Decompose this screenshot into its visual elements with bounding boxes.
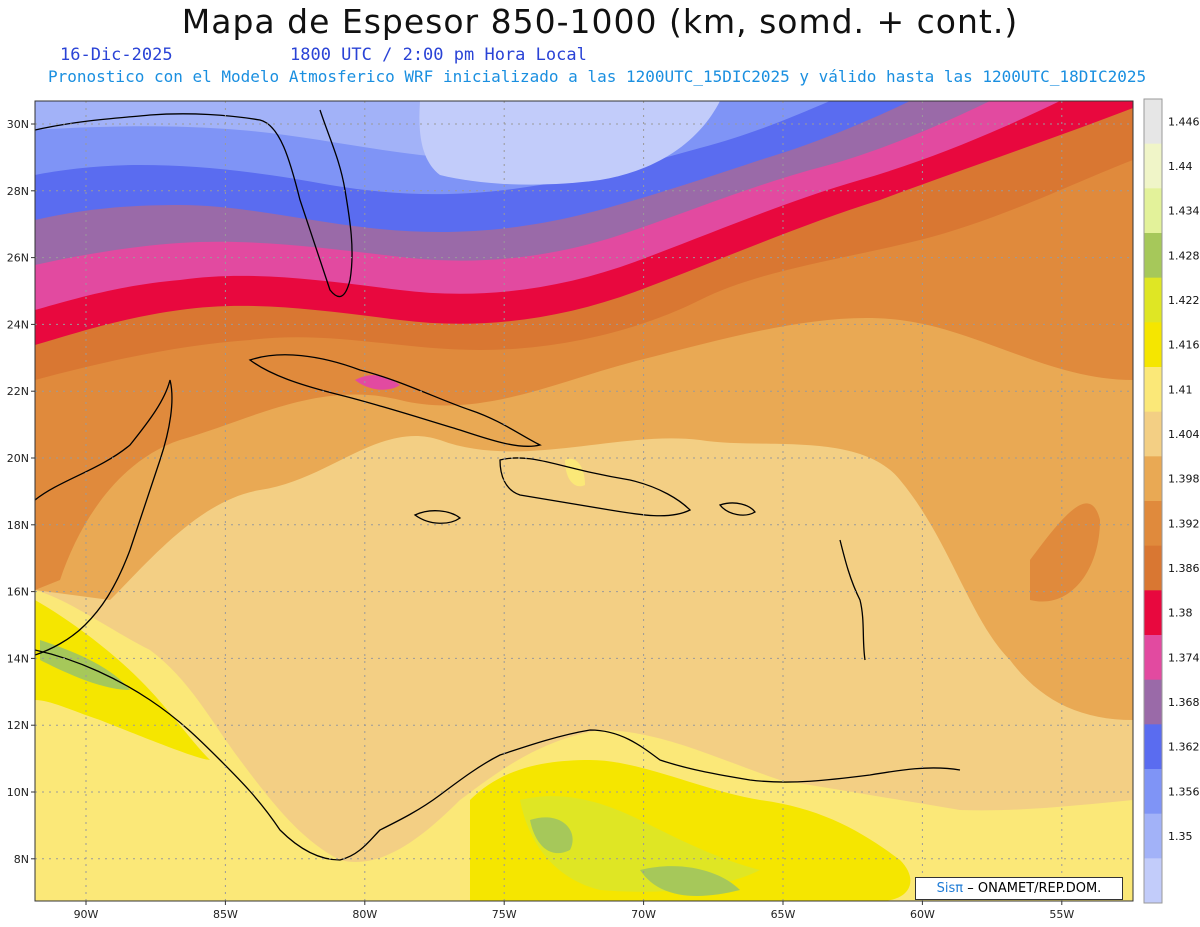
band-1422 [520, 796, 760, 892]
lon-label: 90W [74, 908, 99, 921]
band-below-1350 [419, 101, 720, 185]
colorbar-level-label: 1.422 [1168, 294, 1200, 307]
lon-label: 70W [631, 908, 656, 921]
forecast-description: Pronostico con el Modelo Atmosferico WRF… [48, 67, 1147, 86]
lat-label: 30N [7, 118, 29, 131]
colorbar-swatch [1144, 411, 1162, 457]
colorbar-swatch [1144, 858, 1162, 904]
lon-label: 80W [352, 908, 377, 921]
plot-frame [34, 100, 1134, 902]
lat-label: 26N [7, 252, 29, 265]
colorbar-level-label: 1.41 [1168, 383, 1193, 396]
colorbar-level-label: 1.428 [1168, 249, 1200, 262]
band-1428-b [640, 866, 740, 896]
hispaniola-coast [499, 457, 692, 517]
forecast-date: 16-Dic-2025 [60, 45, 173, 65]
colorbar-level-label: 1.446 [1168, 115, 1200, 128]
colorbar-swatch [1144, 367, 1162, 413]
lon-label: 75W [492, 908, 517, 921]
hispaniola-patch [565, 458, 585, 487]
lat-label: 10N [7, 786, 29, 799]
cuba-coast [248, 354, 542, 447]
forecast-time: 1800 UTC / 2:00 pm Hora Local [290, 45, 587, 65]
colorbar-level-label: 1.35 [1168, 830, 1193, 843]
lon-label: 65W [771, 908, 796, 921]
band-1428-a [530, 817, 573, 854]
lat-label: 12N [7, 719, 29, 732]
lon-label: 60W [910, 908, 935, 921]
colorbar-swatch [1144, 501, 1162, 547]
colorbar-swatch [1144, 143, 1162, 189]
latitude-labels: 30N 28N 26N 24N 22N 20N 18N 16N 14N 12N 10N 8N [7, 118, 35, 866]
band-1416-west [35, 600, 210, 760]
colorbar: 1.446 1.44 1.434 1.428 1.422 1.416 1.41 1.404 1.… [1143, 98, 1200, 904]
yucatan-coast [35, 379, 173, 656]
puerto-rico-coast [718, 502, 756, 516]
colorbar-swatch [1144, 188, 1162, 234]
credit-text: – ONAMET/REP.DOM. [967, 881, 1102, 896]
jamaica-coast [413, 510, 462, 524]
longitude-labels: 90W 85W 80W 75W 70W 65W 60W 55W [74, 901, 1074, 921]
colorbar-swatch [1144, 277, 1162, 323]
coastlines [35, 109, 961, 861]
south-coast [35, 649, 961, 861]
colorbar-level-label: 1.362 [1168, 741, 1200, 754]
band-1392-east [1030, 503, 1100, 602]
colorbar-swatch [1144, 813, 1162, 859]
colorbar-level-label: 1.404 [1168, 428, 1200, 441]
colorbar-level-label: 1.416 [1168, 339, 1200, 352]
colorbar-swatch [1144, 456, 1162, 502]
colorbar-level-label: 1.392 [1168, 517, 1200, 530]
colorbar-level-label: 1.356 [1168, 785, 1200, 798]
colorbar-level-label: 1.38 [1168, 607, 1193, 620]
colorbar-swatch [1144, 724, 1162, 770]
lat-label: 24N [7, 318, 29, 331]
lat-label: 18N [7, 519, 29, 532]
lat-label: 28N [7, 185, 29, 198]
colorbar-level-label: 1.398 [1168, 473, 1200, 486]
lesser-antilles [839, 539, 866, 661]
colorbar-level-label: 1.44 [1168, 160, 1193, 173]
colorbar-level-label: 1.386 [1168, 562, 1200, 575]
colorbar-swatch [1144, 99, 1162, 145]
filled-contours [35, 101, 1133, 901]
lat-label: 14N [7, 652, 29, 665]
colorbar-frame [1143, 98, 1163, 904]
lon-label: 85W [213, 908, 238, 921]
credit-box: Sisπ – ONAMET/REP.DOM. [915, 877, 1123, 900]
colorbar-swatch [1144, 322, 1162, 368]
colorbar-swatch [1144, 769, 1162, 815]
colorbar-level-label: 1.434 [1168, 205, 1200, 218]
lat-label: 16N [7, 586, 29, 599]
colorbar-swatch [1144, 590, 1162, 636]
graticule [35, 101, 1133, 901]
colorbar-swatch [1144, 545, 1162, 591]
lat-label: 8N [14, 853, 29, 866]
colorbar-level-label: 1.374 [1168, 651, 1200, 664]
credit-brand: Sisπ [936, 881, 964, 896]
lon-label: 55W [1049, 908, 1074, 921]
lat-label: 20N [7, 452, 29, 465]
colorbar-swatch [1144, 679, 1162, 725]
colorbar-level-label: 1.368 [1168, 696, 1200, 709]
map-title: Mapa de Espesor 850-1000 (km, somd. + co… [181, 2, 1019, 41]
colorbar-swatch [1144, 635, 1162, 681]
lat-label: 22N [7, 385, 29, 398]
colorbar-swatch [1144, 233, 1162, 279]
band-1410 [35, 590, 1133, 901]
florida-coast [35, 109, 353, 298]
